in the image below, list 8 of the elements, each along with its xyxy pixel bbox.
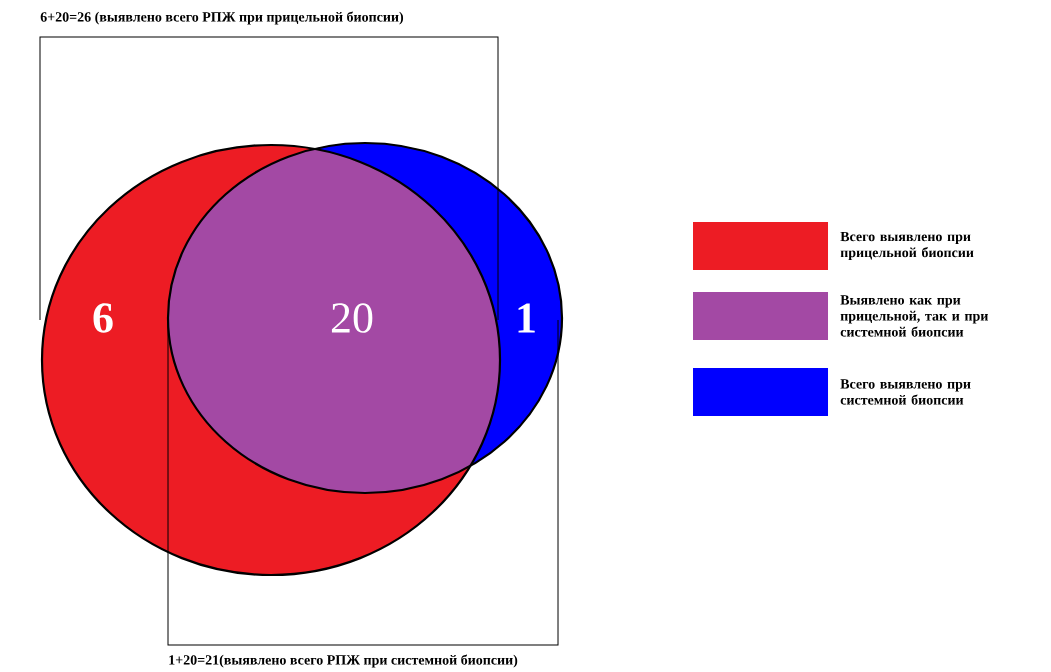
data-label: 1 [518,303,535,333]
text: 6+20=26 (выявлено всего РПЖ при прицельной биопсии) [40,11,404,25]
data-label: 20 [331,303,373,333]
category-label: Выявлено как при прицельной, так и при системной биопсии [840,295,989,337]
data-label: 6 [93,303,113,333]
text: 1+20=21(выявлено всего РПЖ при системной биопсии) [169,654,518,668]
category-label: Всего выявлено при прицельной биопсии [840,231,974,261]
category-label: Всего выявлено при системной биопсии [840,379,971,405]
